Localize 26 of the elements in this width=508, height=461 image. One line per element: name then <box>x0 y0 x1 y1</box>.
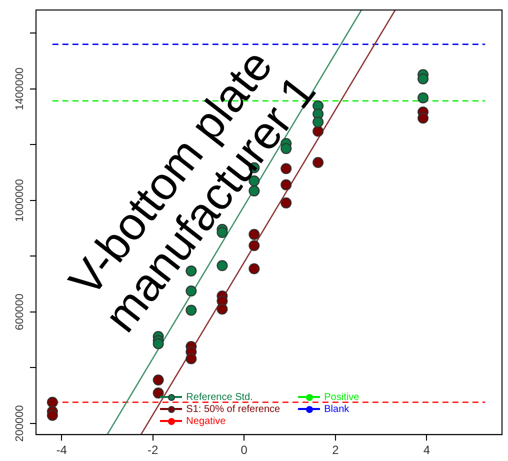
point <box>418 73 429 84</box>
x-tick-label: -2 <box>148 443 158 458</box>
point <box>418 112 429 124</box>
y-tick-label: 200000 <box>14 405 26 442</box>
y-tick-label: 1400000 <box>14 67 26 110</box>
x-tick-label: 4 <box>423 443 430 458</box>
y-tick-label: 1000000 <box>14 179 26 222</box>
point <box>152 374 164 386</box>
point <box>312 116 324 128</box>
point <box>312 157 324 168</box>
x-tick-label: 2 <box>332 443 340 458</box>
x-tick-label: -4 <box>56 443 68 458</box>
point <box>152 338 164 350</box>
x-tick-label: 0 <box>240 443 248 458</box>
point <box>152 388 164 399</box>
legend-label: Blank <box>324 404 350 415</box>
point <box>46 410 58 421</box>
point <box>186 353 197 364</box>
legend-label: S1: 50% of reference <box>186 404 280 415</box>
point <box>46 396 58 408</box>
legend-label: Positive <box>324 392 360 403</box>
point <box>312 126 324 137</box>
point <box>418 92 429 104</box>
legend-label: Reference Std. <box>186 392 253 403</box>
y-tick-label: 600000 <box>14 294 26 330</box>
legend-label: Negative <box>186 416 226 427</box>
